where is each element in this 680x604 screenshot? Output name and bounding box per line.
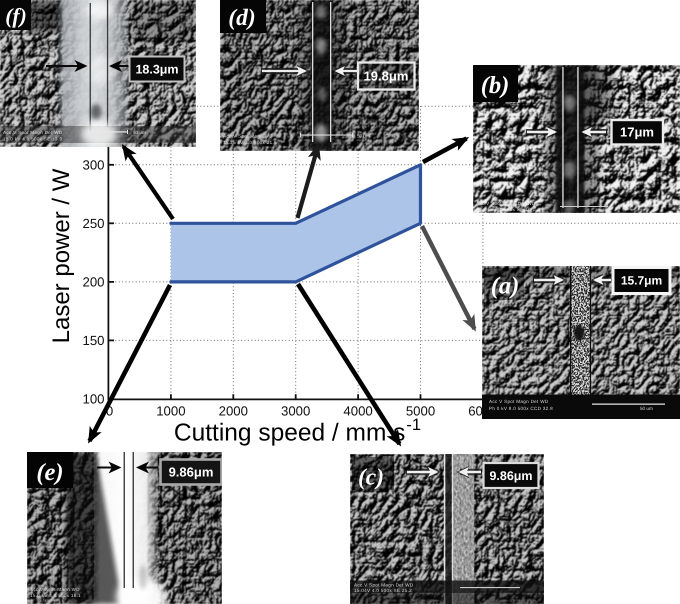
svg-text:Cutting speed / mm s-1: Cutting speed / mm s-1 (174, 416, 421, 447)
svg-text:0: 0 (106, 404, 113, 419)
svg-text:100: 100 (82, 392, 104, 407)
svg-text:5000: 5000 (406, 404, 435, 419)
svg-text:19.8μm: 19.8μm (364, 69, 409, 84)
svg-text:(e): (e) (36, 459, 63, 486)
svg-text:200: 200 (82, 274, 104, 289)
svg-text:2000: 2000 (219, 404, 248, 419)
svg-text:9.86μm: 9.86μm (489, 469, 532, 483)
svg-text:50 um: 50 um (640, 406, 653, 411)
svg-text:50 um: 50 um (357, 134, 370, 139)
svg-text:(f): (f) (5, 4, 26, 28)
svg-text:15.0 kV 4.0 500x SE 13: 15.0 kV 4.0 500x SE 13.9 (3, 137, 62, 142)
svg-text:50 um: 50 um (133, 130, 146, 135)
svg-text:15.04V 4.0 500x SE 25.2: 15.04V 4.0 500x SE 25.2 (354, 588, 412, 593)
svg-text:Acc.V Spot Magn Det WD: Acc.V Spot Magn Det WD (3, 130, 63, 135)
svg-text:300: 300 (82, 157, 104, 172)
svg-text:250: 250 (82, 216, 104, 231)
svg-text:Acc.V Spot Magn Det WD: Acc.V Spot Magn Det WD (476, 201, 536, 206)
svg-text:3000: 3000 (281, 404, 310, 419)
svg-text:Acc.V Spot Magn Det WD: Acc.V Spot Magn Det WD (354, 583, 414, 588)
svg-text:Acc V Spot Magn Det WD: Acc V Spot Magn Det WD (489, 399, 549, 404)
svg-text:Laser power / W: Laser power / W (48, 168, 75, 343)
svg-text:(d): (d) (228, 5, 255, 31)
svg-text:(c): (c) (358, 465, 384, 491)
svg-text:150: 150 (82, 333, 104, 348)
svg-text:15.7μm: 15.7μm (621, 274, 662, 288)
svg-text:Acc.V Spot Magn WD: Acc.V Spot Magn WD (223, 134, 273, 139)
svg-text:18.3μm: 18.3μm (135, 63, 178, 77)
svg-text:17μm: 17μm (620, 125, 654, 140)
svg-text:15.0 kV 4.0 500x 16.1: 15.0 kV 4.0 500x 16.1 (30, 593, 81, 598)
svg-text:9.86μm: 9.86μm (169, 465, 214, 480)
svg-text:Ph 0 kV 8.0 500x CCD 32.8: Ph 0 kV 8.0 500x CCD 32.8 (489, 406, 553, 411)
svg-text:15.0 kV 3.0 500x SE 10.1: 15.0 kV 3.0 500x SE 10.1 (476, 207, 535, 212)
svg-text:(a): (a) (491, 273, 520, 300)
svg-text:(b): (b) (481, 72, 510, 99)
svg-text:4000: 4000 (343, 404, 372, 419)
svg-text:1000: 1000 (156, 404, 185, 419)
svg-text:15.25 kV 4.0 500x 21.6: 15.25 kV 4.0 500x 21.6 (223, 140, 277, 145)
svg-text:Acc.V Spot Magn WD: Acc.V Spot Magn WD (30, 587, 80, 592)
